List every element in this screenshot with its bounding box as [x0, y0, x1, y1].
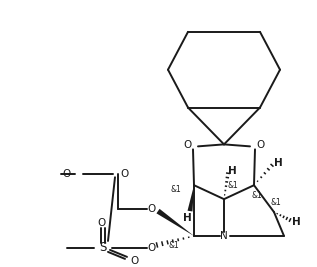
Text: O: O — [63, 169, 71, 179]
Text: &1: &1 — [271, 198, 281, 207]
Polygon shape — [156, 209, 194, 236]
Text: H: H — [183, 213, 191, 223]
Text: H: H — [228, 166, 236, 176]
Text: H: H — [292, 217, 301, 227]
Text: N: N — [220, 231, 228, 241]
Text: S: S — [99, 241, 107, 254]
Text: &1: &1 — [171, 185, 181, 194]
Text: H: H — [274, 158, 282, 168]
Text: &1: &1 — [228, 181, 238, 190]
Text: O: O — [98, 218, 106, 228]
Text: &1: &1 — [169, 241, 179, 250]
Text: O: O — [120, 169, 128, 179]
Text: O: O — [184, 140, 192, 150]
Polygon shape — [188, 185, 194, 211]
Text: O: O — [256, 140, 264, 150]
Text: O: O — [148, 204, 156, 214]
Text: &1: &1 — [252, 191, 262, 200]
Text: O: O — [148, 243, 156, 253]
Text: O: O — [130, 256, 138, 266]
